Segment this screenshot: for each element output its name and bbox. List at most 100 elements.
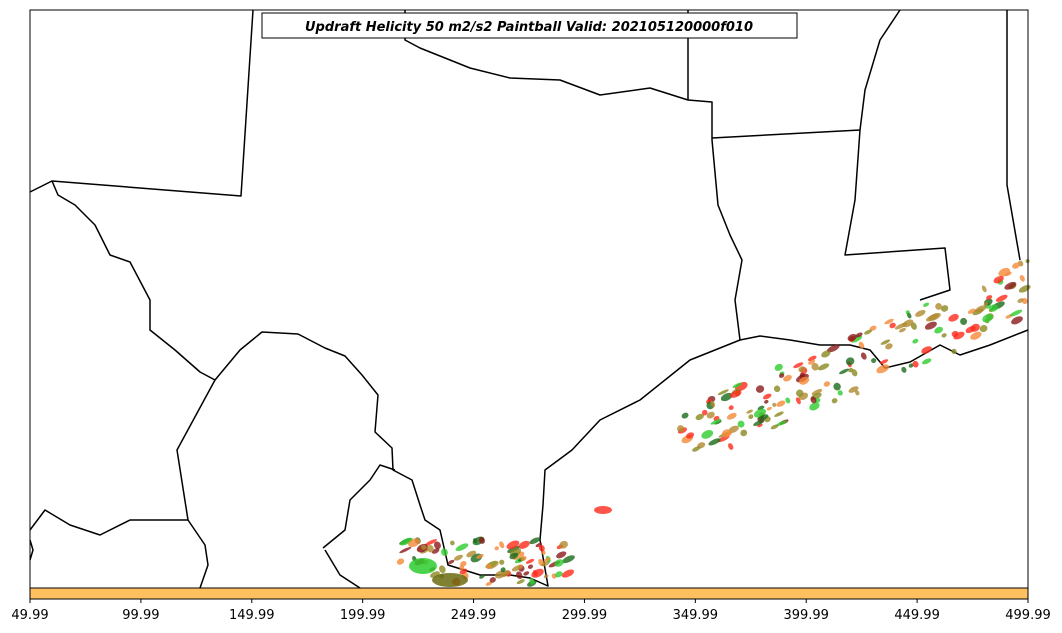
swath (1011, 316, 1023, 325)
tick-label: 199.99 (340, 608, 386, 623)
swath (934, 326, 944, 334)
swath (1004, 281, 1017, 290)
swath (500, 567, 506, 573)
swath (409, 558, 437, 574)
swath (855, 332, 863, 338)
swath (494, 546, 499, 551)
swath (399, 546, 412, 554)
swath (717, 389, 729, 396)
swath (702, 409, 708, 416)
swath (880, 339, 891, 345)
swath (485, 581, 493, 586)
colorbar-ticks: 49.99 99.99 149.99 199.99 249.99 299.99 349.99… (11, 599, 1051, 623)
swath (774, 411, 784, 417)
state-lines (29, 9, 1021, 301)
swath (1017, 298, 1024, 303)
swath (901, 366, 907, 373)
outlines (29, 9, 1029, 589)
swath (912, 360, 919, 368)
swath (970, 331, 982, 340)
swath (762, 393, 772, 400)
swath (923, 302, 930, 307)
swath (681, 412, 689, 419)
swath (535, 542, 543, 548)
swath (778, 373, 785, 378)
swath (860, 352, 867, 360)
swath (795, 397, 801, 405)
swath (941, 333, 947, 338)
swath (894, 322, 908, 330)
swath (455, 543, 469, 552)
tick-label: 399.99 (783, 608, 829, 623)
swath (725, 432, 733, 437)
swath (431, 548, 440, 554)
swath (432, 573, 468, 587)
swath (986, 295, 993, 300)
swath (898, 327, 906, 333)
tick-label: 99.99 (122, 608, 159, 623)
swath (518, 540, 530, 549)
swath (561, 569, 575, 578)
swath (1012, 262, 1020, 269)
swath (516, 571, 523, 580)
swath (396, 558, 405, 565)
swath (993, 275, 1004, 284)
swath (740, 429, 748, 437)
swath (879, 359, 889, 365)
swath (811, 389, 823, 396)
swath (995, 294, 1008, 302)
swath (732, 382, 742, 389)
swath (408, 538, 421, 548)
swath (556, 551, 567, 559)
swath (433, 541, 441, 550)
swath (686, 432, 695, 439)
swath (981, 285, 987, 293)
swath (728, 405, 734, 411)
swath (737, 420, 745, 428)
swath (975, 305, 987, 313)
swath (798, 366, 806, 373)
swath (439, 565, 446, 574)
tick-label: 449.99 (894, 608, 940, 623)
swath (810, 396, 817, 404)
swath (831, 398, 838, 404)
swath (425, 539, 437, 546)
swath (776, 420, 787, 427)
swath (509, 552, 519, 560)
swath (472, 538, 478, 544)
swath (511, 565, 522, 572)
swath (538, 544, 545, 552)
swath (486, 563, 492, 569)
swath (506, 540, 520, 550)
swath (532, 570, 538, 577)
swath (871, 358, 877, 364)
swath (499, 559, 505, 565)
swath (998, 267, 1011, 277)
title: Updraft Helicity 50 m2/s2 Paintball Vali… (305, 20, 753, 35)
swath (796, 389, 804, 397)
swath (489, 577, 496, 583)
tick-label: 49.99 (11, 608, 48, 623)
swath (758, 414, 769, 421)
tick-label: 349.99 (673, 608, 719, 623)
swath (447, 559, 455, 565)
swath (772, 402, 777, 407)
tick-label: 149.99 (229, 608, 275, 623)
swath (400, 537, 413, 546)
swath (864, 329, 873, 335)
swath (965, 325, 976, 334)
swath (520, 556, 527, 562)
swath (460, 560, 467, 567)
swath (554, 559, 564, 567)
swath (915, 309, 926, 317)
swath (889, 322, 896, 329)
swath (823, 381, 831, 387)
map-frame (29, 9, 1029, 589)
swath (1019, 275, 1025, 282)
swath (1018, 284, 1031, 293)
swath (845, 357, 855, 366)
colorbar (29, 587, 1029, 600)
swath (799, 376, 810, 385)
swath (695, 413, 704, 421)
swath (726, 412, 737, 420)
